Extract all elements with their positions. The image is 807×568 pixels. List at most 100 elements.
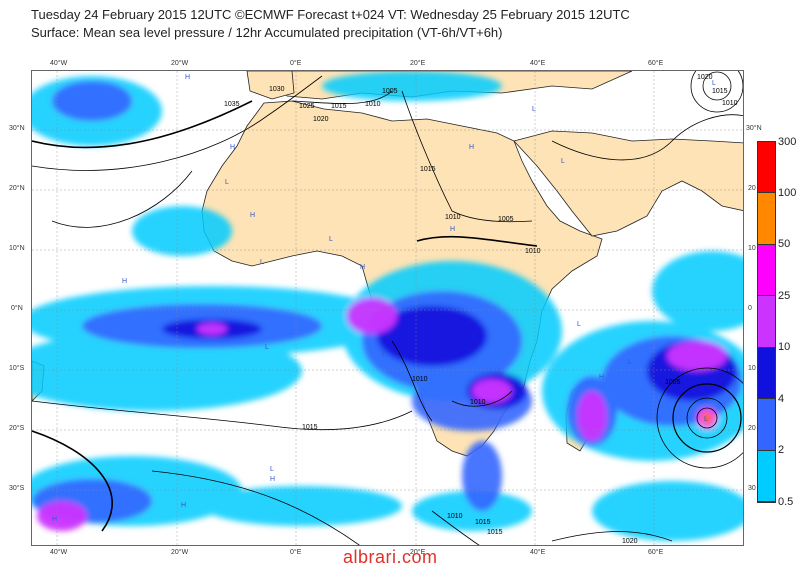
high-pressure-marker: H [250, 212, 255, 219]
high-pressure-marker: H [450, 226, 455, 233]
high-pressure-marker: H [270, 476, 275, 483]
low-pressure-marker: L [382, 351, 386, 358]
isobar-label: 1010 [365, 101, 381, 108]
lon-label-bottom: 60°E [648, 549, 664, 556]
lat-label-left: 0°N [11, 305, 23, 312]
colorbar-label: 25 [778, 290, 791, 302]
lon-label-top: 40°E [530, 60, 546, 67]
lon-label-bottom: 40°E [530, 549, 546, 556]
precipitation [32, 71, 743, 541]
iberia-landmass [246, 71, 295, 100]
low-pressure-marker: L [329, 236, 333, 243]
low-pressure-marker: L [260, 259, 264, 266]
isobar-label: 1015 [331, 103, 347, 110]
isobar-label: 1005 [498, 216, 514, 223]
lon-label-bottom: 40°W [50, 549, 68, 556]
isobar-label: 1015 [712, 88, 728, 95]
isobar-label: 1010 [445, 214, 461, 221]
lon-label-top: 20°E [410, 60, 426, 67]
low-pressure-marker: L [712, 80, 716, 87]
colorbar-label: 4 [778, 393, 785, 405]
lat-label-left: 10°N [9, 245, 25, 252]
low-pressure-marker: L [628, 359, 632, 366]
high-pressure-marker: H [181, 502, 186, 509]
colorbar-segment [758, 193, 775, 245]
isobar-label: 1015 [420, 166, 436, 173]
lat-label-right: 30 [748, 485, 756, 492]
isobar-label: 1015 [302, 424, 318, 431]
precip-very-heavy [37, 298, 727, 531]
colorbar-segment [758, 244, 775, 297]
site-watermark: albrari.com [343, 547, 438, 567]
low-pressure-marker: L [270, 466, 274, 473]
high-pressure-marker: H [469, 144, 474, 151]
isobar-label: 1020 [697, 74, 713, 81]
isobar-label: 1025 [299, 103, 315, 110]
colorbar-segment [758, 296, 775, 348]
isobars [32, 71, 743, 545]
lat-label-right: 10 [748, 365, 756, 372]
colorbar-label: 0.5 [778, 496, 794, 508]
forecast-map: 1035 1030 1025 1020 1015 1010 1005 1015 … [31, 70, 744, 546]
lon-label-top: 40°W [50, 60, 68, 67]
isobar-label: 1010 [525, 248, 541, 255]
low-pressure-marker: L [265, 344, 269, 351]
colorbar-segment [758, 347, 775, 400]
colorbar-label: 300 [778, 136, 797, 148]
high-pressure-marker: H [185, 74, 190, 81]
isobar-label: 1015 [487, 529, 503, 536]
lat-label-left: 30°N [9, 125, 25, 132]
lon-label-bottom: 20°W [171, 549, 189, 556]
high-pressure-marker: H [230, 144, 235, 151]
precipitation-colorbar [757, 141, 776, 503]
low-pressure-marker: L [532, 106, 536, 113]
high-pressure-marker: H [122, 278, 127, 285]
isobar-label: 1035 [224, 101, 240, 108]
map-subtitle: Surface: Mean sea level pressure / 12hr … [31, 25, 503, 40]
map-canvas: 1035 1030 1025 1020 1015 1010 1005 1015 … [32, 71, 743, 545]
isobar-label: 1010 [722, 100, 738, 107]
isobar-label: 1005 [382, 88, 398, 95]
colorbar-label: 10 [778, 341, 791, 353]
graticule [32, 71, 743, 545]
lat-label-right: 0 [748, 305, 752, 312]
arabia-landmass [513, 130, 743, 237]
low-pressure-marker: L [577, 321, 581, 328]
low-pressure-marker: L [225, 179, 229, 186]
colorbar-segment [758, 450, 775, 502]
lat-label-right: 10 [748, 245, 756, 252]
lon-label-top: 0°E [290, 60, 302, 67]
isobar-label: 1005 [665, 379, 681, 386]
colorbar-label: 2 [778, 444, 785, 456]
lat-label-left: 20°S [9, 425, 25, 432]
lat-label-right: 20 [748, 425, 756, 432]
isobar-label: 1030 [269, 86, 285, 93]
lat-label-left: 20°N [9, 185, 25, 192]
colorbar-segment [758, 399, 775, 451]
map-title: Tuesday 24 February 2015 12UTC ©ECMWF Fo… [31, 7, 630, 22]
low-pressure-marker: L [561, 158, 565, 165]
isobar-label: 1010 [447, 513, 463, 520]
low-pressure-marker: L [704, 416, 708, 423]
lat-label-right: 30°N [746, 125, 762, 132]
lon-label-top: 60°E [648, 60, 664, 67]
lon-label-top: 20°W [171, 60, 189, 67]
isobar-label: 1010 [470, 399, 486, 406]
isobar-label: 1020 [622, 538, 638, 545]
lat-label-left: 10°S [9, 365, 25, 372]
isobar-label: 1020 [313, 116, 329, 123]
isobar-label-group: 1035 1030 1025 1020 1015 1010 1005 1015 … [224, 74, 738, 545]
lon-label-bottom: 20°E [410, 549, 426, 556]
pressure-centres: H H H H H L L L L L H H L L H H L H L L … [52, 74, 716, 523]
isobar-label: 1015 [475, 519, 491, 526]
high-pressure-marker: H [599, 374, 604, 381]
lon-label-bottom: 0°E [290, 549, 302, 556]
colorbar-label: 100 [778, 187, 797, 199]
high-pressure-marker: H [52, 516, 57, 523]
colorbar-segment [758, 142, 775, 194]
colorbar-label: 50 [778, 238, 791, 250]
lat-label-left: 30°S [9, 485, 25, 492]
high-pressure-marker: H [360, 264, 365, 271]
isobar-label: 1010 [412, 376, 428, 383]
lat-label-right: 20 [748, 185, 756, 192]
